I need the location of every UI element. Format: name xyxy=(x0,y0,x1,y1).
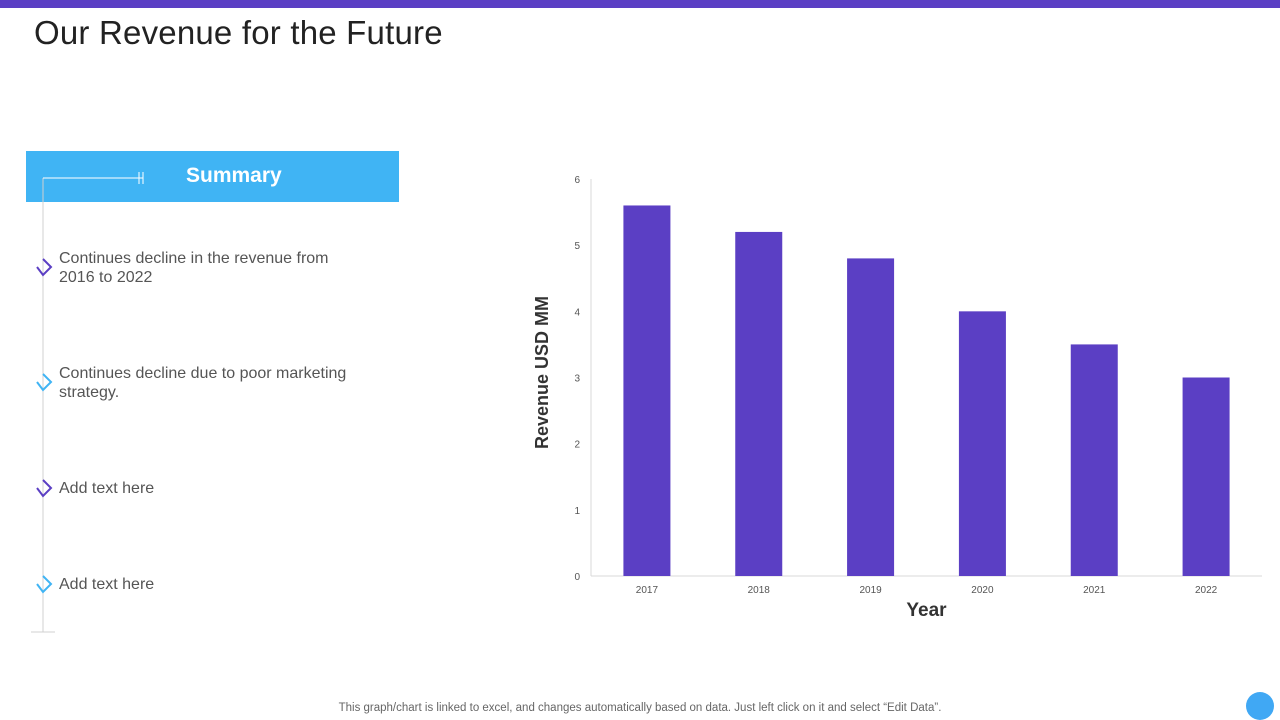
footer-note: This graph/chart is linked to excel, and… xyxy=(338,702,942,714)
bar-2017[interactable] xyxy=(623,205,671,576)
summary-item-2: Continues decline due to poor marketing … xyxy=(59,365,347,401)
x-tick-label: 2022 xyxy=(1195,585,1218,596)
x-tick-label: 2018 xyxy=(748,585,771,596)
summary-item-3: Add text here xyxy=(59,480,155,497)
y-tick-label: 6 xyxy=(574,175,580,186)
bar-2021[interactable] xyxy=(1070,344,1118,576)
y-axis-title: Revenue USD MM xyxy=(532,296,552,449)
x-tick-label: 2019 xyxy=(859,585,882,596)
top-accent-bar xyxy=(0,0,1280,8)
x-tick-label: 2020 xyxy=(971,585,994,596)
y-tick-label: 2 xyxy=(574,440,580,451)
bar-2019[interactable] xyxy=(847,258,895,576)
bar-2020[interactable] xyxy=(958,311,1006,576)
slide-title: Our Revenue for the Future xyxy=(34,14,443,51)
bar-2018[interactable] xyxy=(735,231,783,576)
y-tick-label: 0 xyxy=(574,572,580,583)
y-tick-label: 5 xyxy=(574,241,580,252)
bar-2022[interactable] xyxy=(1182,377,1230,577)
x-tick-label: 2021 xyxy=(1083,585,1106,596)
x-axis-title: Year xyxy=(906,600,947,621)
summary-item-4: Add text here xyxy=(59,576,155,593)
x-tick-label: 2017 xyxy=(636,585,659,596)
y-tick-label: 4 xyxy=(574,307,580,318)
summary-header xyxy=(26,151,399,202)
y-tick-label: 1 xyxy=(574,506,580,517)
summary-item-1: Continues decline in the revenue from 20… xyxy=(59,250,329,286)
summary-title: Summary xyxy=(186,164,282,187)
y-tick-label: 3 xyxy=(574,374,580,385)
corner-circle xyxy=(1246,692,1274,720)
